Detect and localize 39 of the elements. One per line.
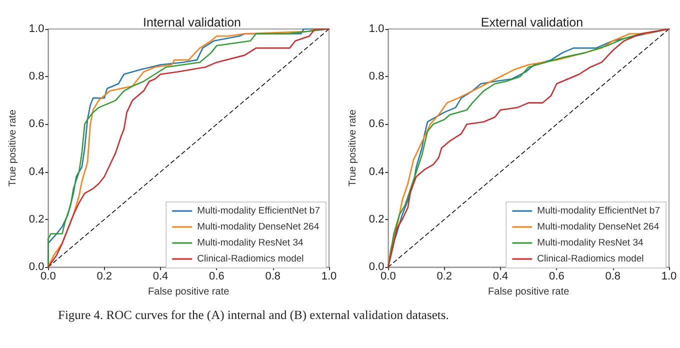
legend-label: Clinical-Radiomics model xyxy=(537,254,644,264)
legend-label: Multi-modality EfficientNet b7 xyxy=(537,206,660,216)
x-tick-label: 0.6 xyxy=(209,270,224,283)
x-axis-title: False positive rate xyxy=(488,286,570,298)
x-tick-label: 1.0 xyxy=(661,270,677,283)
y-tick-label: 0.4 xyxy=(368,166,384,178)
x-tick-label: 0.8 xyxy=(265,270,280,283)
legend-label: Multi-modality DenseNet 264 xyxy=(537,222,660,232)
y-tick-label: 0.0 xyxy=(28,261,44,274)
chart-title: External validation xyxy=(480,16,584,30)
legend-label: Multi-modality DenseNet 264 xyxy=(197,222,320,232)
x-tick-label: 1.0 xyxy=(321,270,337,283)
caption: Figure 4. ROC curves for the (A) internal and (B) external validation datasets. xyxy=(58,308,449,323)
y-tick-label: 0.0 xyxy=(368,261,384,274)
legend-label: Clinical-Radiomics model xyxy=(197,254,304,264)
x-tick-label: 0.8 xyxy=(605,270,620,283)
legend-label: Multi-modality ResNet 34 xyxy=(197,238,304,248)
y-tick-label: 0.2 xyxy=(368,213,384,226)
y-tick-label: 0.2 xyxy=(28,213,44,226)
x-tick-label: 0.0 xyxy=(40,270,56,283)
y-axis-title: True positive rate xyxy=(348,109,358,186)
y-tick-label: 0.6 xyxy=(368,118,384,130)
x-tick-label: 0.6 xyxy=(549,270,564,283)
y-tick-label: 0.6 xyxy=(28,118,44,130)
x-tick-label: 0.4 xyxy=(492,270,508,283)
legend-label: Multi-modality ResNet 34 xyxy=(537,238,644,248)
y-tick-label: 0.8 xyxy=(368,70,384,83)
x-axis-title: False positive rate xyxy=(148,286,230,298)
y-tick-label: 0.4 xyxy=(28,166,44,178)
chart-title: Internal validation xyxy=(143,16,242,30)
legend-label: Multi-modality EfficientNet b7 xyxy=(197,206,320,216)
y-axis-title: True positive rate xyxy=(8,109,18,186)
x-tick-label: 0.0 xyxy=(380,270,396,283)
x-tick-label: 0.2 xyxy=(436,270,452,283)
x-tick-label: 0.2 xyxy=(96,270,112,283)
x-tick-label: 0.4 xyxy=(152,270,168,283)
y-tick-label: 0.8 xyxy=(28,70,44,83)
y-tick-label: 1.0 xyxy=(368,23,384,35)
y-tick-label: 1.0 xyxy=(28,23,44,35)
